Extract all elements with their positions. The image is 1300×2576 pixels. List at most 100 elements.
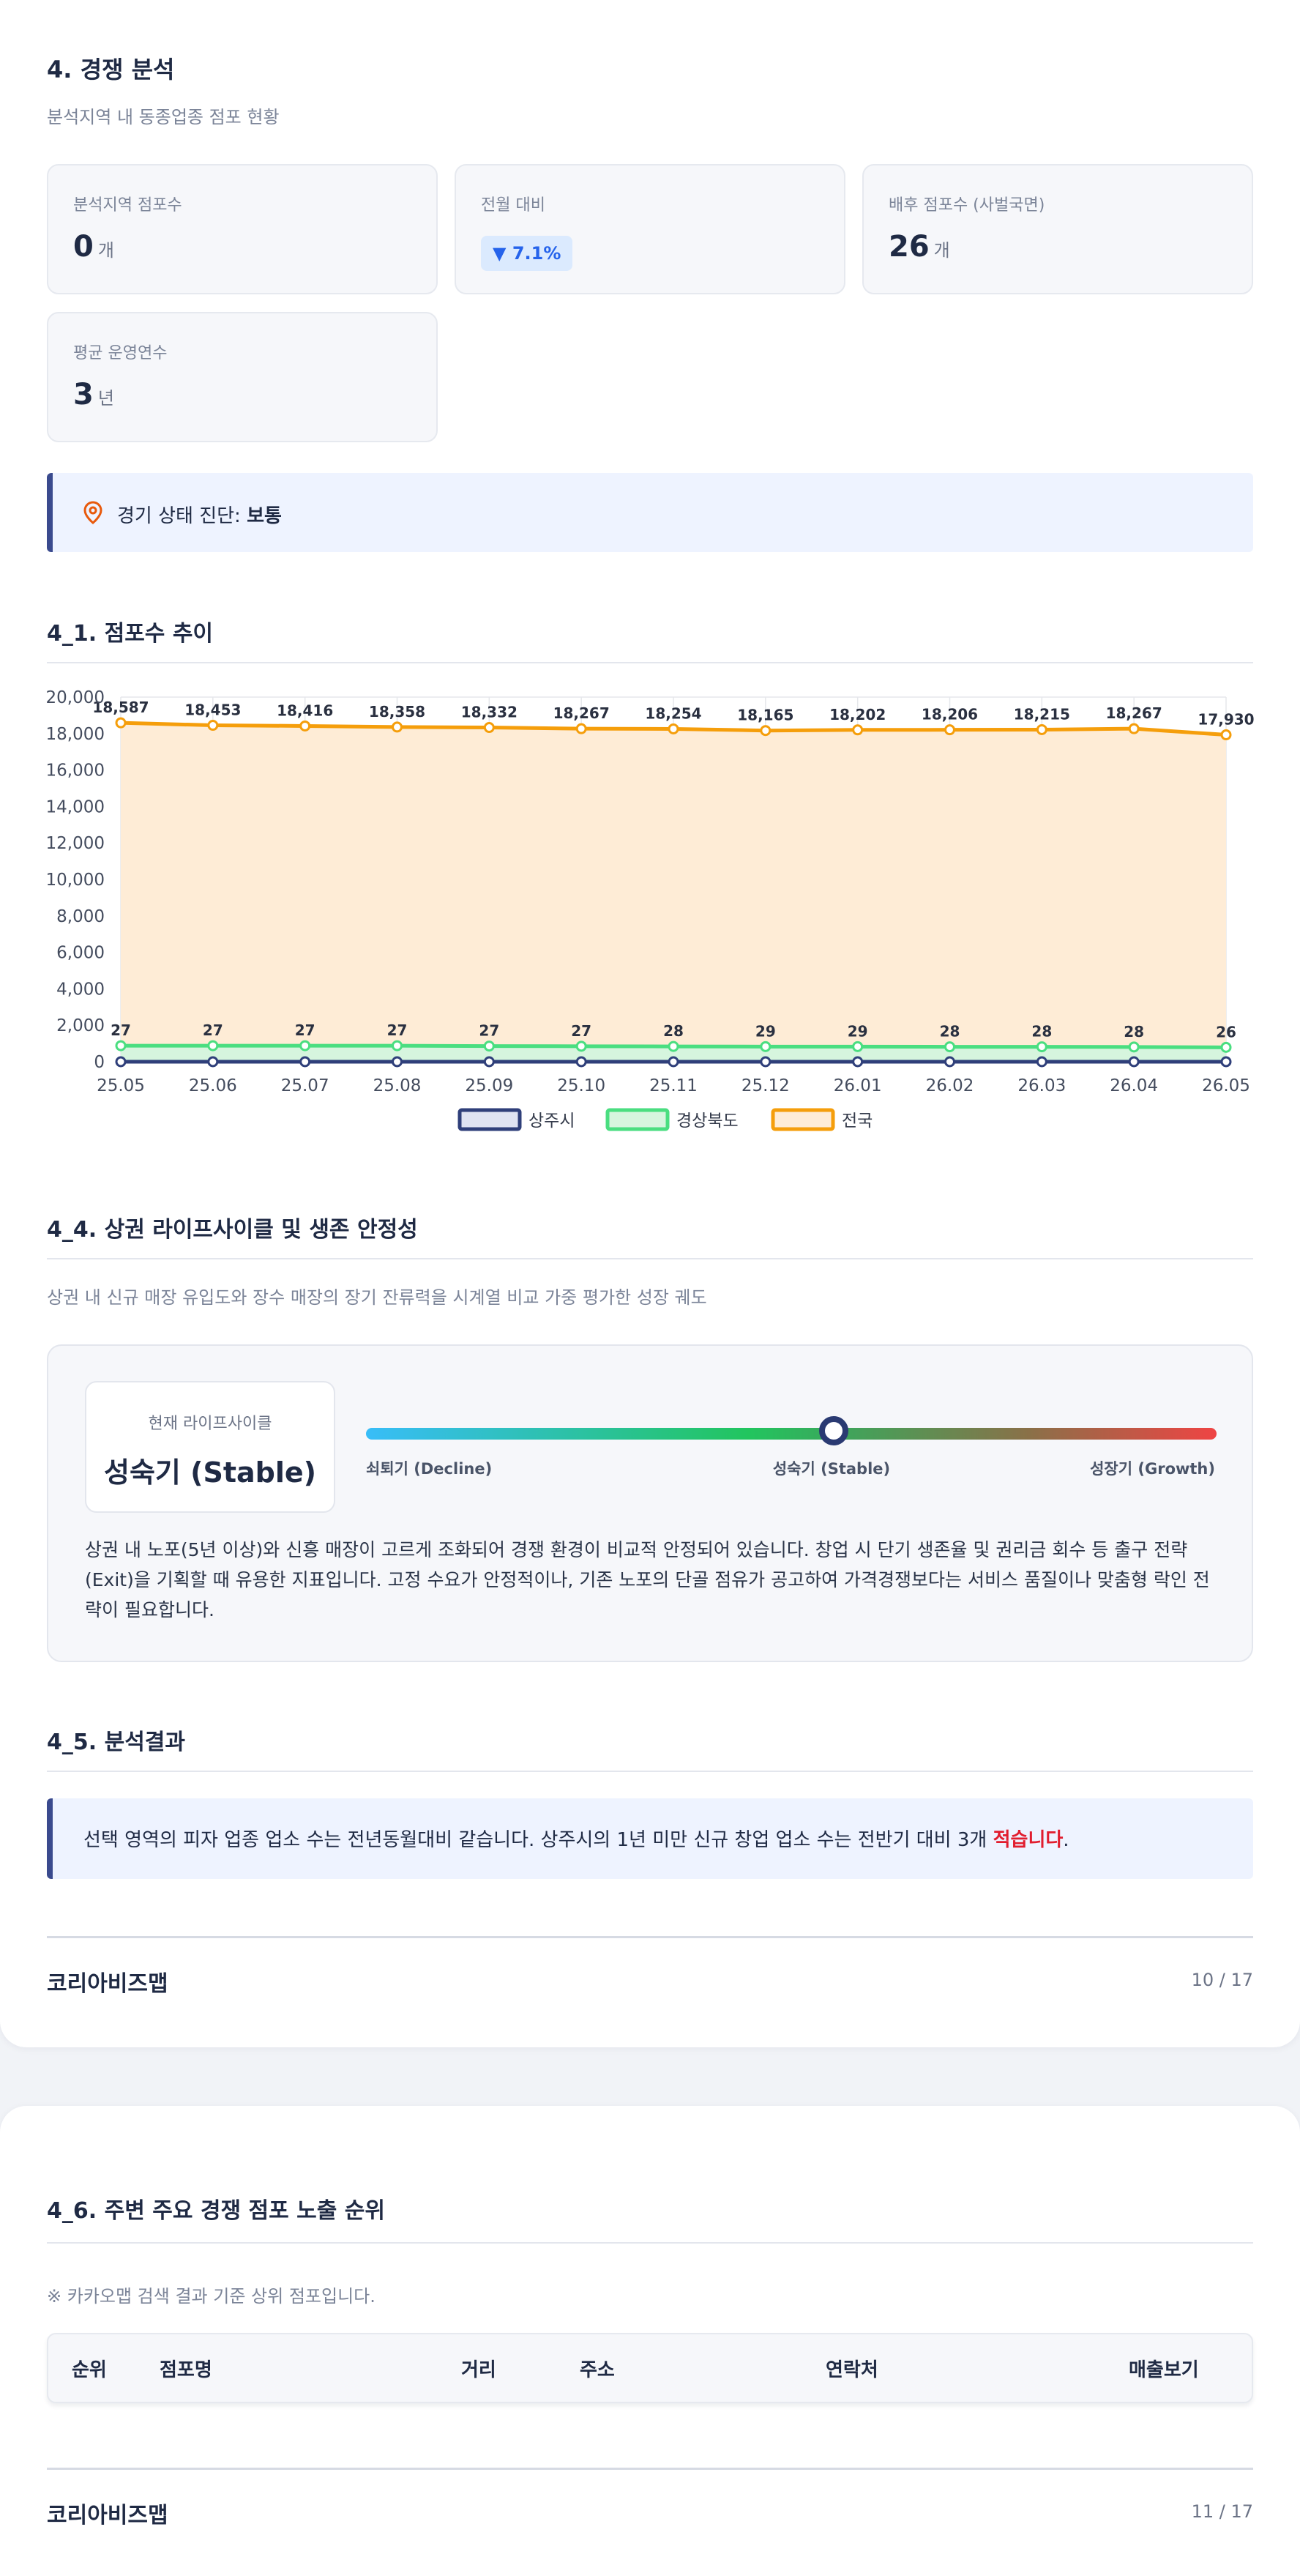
footer-divider — [47, 1936, 1253, 1938]
y-tick-label: 0 — [94, 1053, 105, 1072]
section-divider — [47, 1258, 1253, 1259]
lifecycle-gauge-track — [366, 1428, 1217, 1440]
x-tick-label: 25.06 — [189, 1076, 237, 1095]
data-label: 18,206 — [922, 706, 978, 723]
x-tick-label: 26.03 — [1017, 1076, 1066, 1095]
data-label: 17,930 — [1198, 711, 1254, 729]
data-point — [852, 724, 864, 736]
data-label: 27 — [295, 1021, 315, 1039]
data-label: 18,202 — [829, 706, 886, 723]
legend-swatch-0 — [457, 1108, 522, 1131]
data-point — [944, 724, 955, 736]
diagnosis-callout: 경기 상태 진단: 보통 — [47, 473, 1253, 552]
data-label: 26 — [1216, 1023, 1236, 1041]
data-point — [1220, 729, 1232, 741]
column-header-store-name[interactable]: 점포명 — [160, 2359, 212, 2381]
data-label: 28 — [940, 1023, 960, 1041]
stat-label: 전월 대비 — [481, 196, 545, 215]
data-label: 29 — [755, 1022, 776, 1040]
gauge-label-decline: 쇠퇴기 (Decline) — [366, 1460, 493, 1478]
x-tick-label: 25.09 — [465, 1076, 513, 1095]
data-label: 28 — [1124, 1023, 1144, 1041]
column-header-address[interactable]: 주소 — [580, 2359, 615, 2381]
data-point — [1036, 723, 1047, 735]
data-point — [575, 723, 587, 734]
section-title-competitor-ranking: 4_6. 주변 주요 경쟁 점포 노출 순위 — [47, 2198, 386, 2224]
x-tick-label: 25.12 — [741, 1076, 790, 1095]
section-title-analysis-result: 4_5. 분석결과 — [47, 1730, 185, 1755]
x-tick-label: 25.10 — [557, 1076, 605, 1095]
footer-page-number: 10 / 17 — [1191, 1970, 1253, 1990]
section-divider — [47, 662, 1253, 663]
y-tick-label: 2,000 — [56, 1016, 105, 1035]
data-point — [392, 1056, 403, 1068]
data-point — [483, 1056, 495, 1068]
data-label: 27 — [387, 1021, 408, 1039]
legend-swatch-1 — [605, 1108, 670, 1131]
legend-label-2: 전국 — [842, 1112, 873, 1131]
store-count-trend-chart: 18,587 18,453 18,416 18,358 18,332 18,267 18,2… — [46, 688, 1255, 1131]
data-label: 18,358 — [369, 703, 425, 721]
x-tick-label: 26.01 — [834, 1076, 882, 1095]
stat-card-month-change: 전월 대비 ▼ 7.1% — [455, 164, 845, 294]
diagnosis-text: 경기 상태 진단: 보통 — [117, 505, 282, 527]
data-label: 18,165 — [737, 707, 793, 724]
x-tick-label: 25.11 — [649, 1076, 698, 1095]
data-point — [115, 1056, 127, 1068]
data-label: 28 — [663, 1022, 684, 1040]
analysis-result-callout: 선택 영역의 피자 업종 업소 수는 전년동월대비 같습니다. 상주시의 1년 … — [47, 1798, 1253, 1879]
data-label: 18,587 — [92, 699, 149, 716]
stat-card-hinterland-stores: 배후 점포수 (사벌국면) 26 개 — [862, 164, 1253, 294]
data-point — [944, 1056, 955, 1068]
data-point — [760, 1041, 772, 1052]
section-title-competition: 4. 경쟁 분석 — [47, 56, 175, 83]
section-divider — [47, 1771, 1253, 1772]
data-label: 18,267 — [1106, 704, 1162, 722]
y-tick-label: 18,000 — [46, 725, 105, 744]
section-subtitle-competition: 분석지역 내 동종업종 점포 현황 — [47, 107, 280, 127]
column-header-sales-view[interactable]: 매출보기 — [1129, 2359, 1199, 2381]
data-label: 29 — [848, 1022, 868, 1040]
data-label: 27 — [571, 1022, 591, 1040]
data-point — [115, 717, 127, 729]
data-point — [299, 1056, 311, 1068]
data-point — [760, 725, 772, 737]
series-area-2 — [121, 723, 1226, 1062]
data-label: 18,215 — [1014, 705, 1070, 723]
data-point — [392, 721, 403, 733]
legend-label-0: 상주시 — [528, 1112, 575, 1131]
ranking-table-header: 순위 점포명 거리 주소 연락처 매출보기 — [47, 2333, 1253, 2403]
data-point — [483, 1041, 495, 1052]
legend-label-1: 경상북도 — [676, 1112, 739, 1131]
column-header-contact[interactable]: 연락처 — [826, 2359, 878, 2381]
y-tick-label: 4,000 — [56, 980, 105, 999]
change-badge: ▼ 7.1% — [481, 236, 573, 271]
data-point — [944, 1041, 955, 1053]
data-point — [668, 1041, 679, 1052]
footer-divider — [47, 2468, 1253, 2470]
data-point — [1128, 723, 1140, 734]
data-point — [852, 1041, 864, 1052]
column-header-distance[interactable]: 거리 — [461, 2359, 496, 2381]
lifecycle-description: 상권 내 노포(5년 이상)와 신흥 매장이 고르게 조화되어 경쟁 환경이 비… — [85, 1539, 1210, 1620]
x-tick-label: 26.04 — [1110, 1076, 1158, 1095]
legend-swatch-2 — [771, 1108, 835, 1131]
data-point — [668, 723, 679, 734]
data-point — [760, 1056, 772, 1068]
footer-page-number: 11 / 17 — [1191, 2501, 1253, 2522]
column-header-rank[interactable]: 순위 — [72, 2359, 107, 2381]
data-point — [299, 720, 311, 732]
data-point — [1128, 1041, 1140, 1053]
stat-label: 분석지역 점포수 — [73, 196, 182, 215]
diagnosis-value: 보통 — [247, 505, 282, 527]
gauge-label-stable: 성숙기 (Stable) — [772, 1460, 891, 1478]
data-point — [1220, 1041, 1232, 1053]
lifecycle-subtitle: 상권 내 신규 매장 유입도와 장수 매장의 장기 잔류력을 시계열 비교 가중… — [47, 1287, 707, 1308]
stat-label: 평균 운영연수 — [73, 344, 168, 362]
data-label: 18,254 — [645, 704, 701, 722]
